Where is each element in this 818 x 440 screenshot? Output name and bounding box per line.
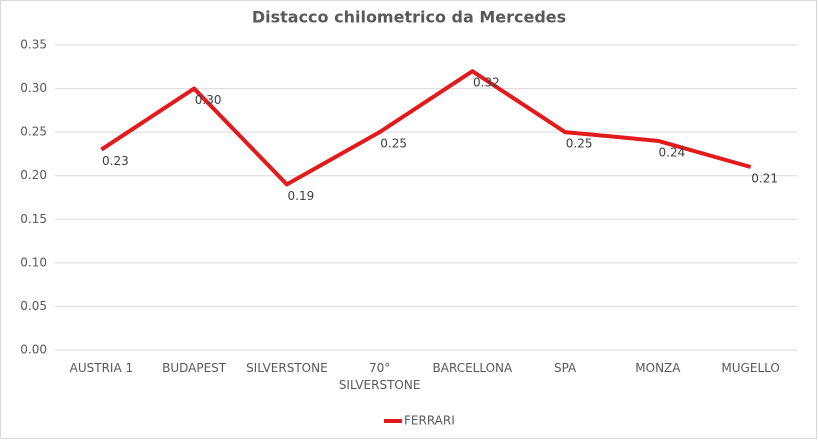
y-tick-label: 0.10 (20, 255, 47, 269)
data-label: 0.23 (102, 154, 129, 168)
y-tick-label: 0.25 (20, 125, 47, 139)
data-label: 0.32 (473, 76, 500, 90)
x-tick-label: 70° SILVERSTONE (338, 361, 421, 392)
legend-label: FERRARI (404, 414, 455, 428)
x-tick-label: MONZA (635, 361, 681, 375)
y-tick-label: 0.05 (20, 299, 47, 313)
data-label: 0.19 (288, 189, 315, 203)
chart-title: Distacco chilometrico da Mercedes (252, 8, 566, 27)
x-tick-label: BARCELLONA (432, 361, 513, 375)
y-tick-label: 0.00 (20, 343, 47, 357)
x-tick-label: SILVERSTONE (246, 361, 328, 375)
data-label: 0.21 (751, 172, 778, 186)
x-tick-label: MUGELLO (721, 361, 780, 375)
data-label: 0.25 (566, 137, 593, 151)
x-tick-label: AUSTRIA 1 (69, 361, 134, 375)
x-tick-label: BUDAPEST (162, 361, 227, 375)
y-tick-label: 0.35 (20, 38, 47, 52)
data-label: 0.25 (380, 137, 407, 151)
y-tick-label: 0.30 (20, 81, 47, 95)
data-label: 0.24 (659, 145, 686, 159)
data-line (100, 69, 752, 187)
y-tick-label: 0.20 (20, 168, 47, 182)
y-tick-label: 0.15 (20, 212, 47, 226)
x-tick-label: SPA (553, 361, 577, 375)
data-label: 0.30 (195, 93, 222, 107)
